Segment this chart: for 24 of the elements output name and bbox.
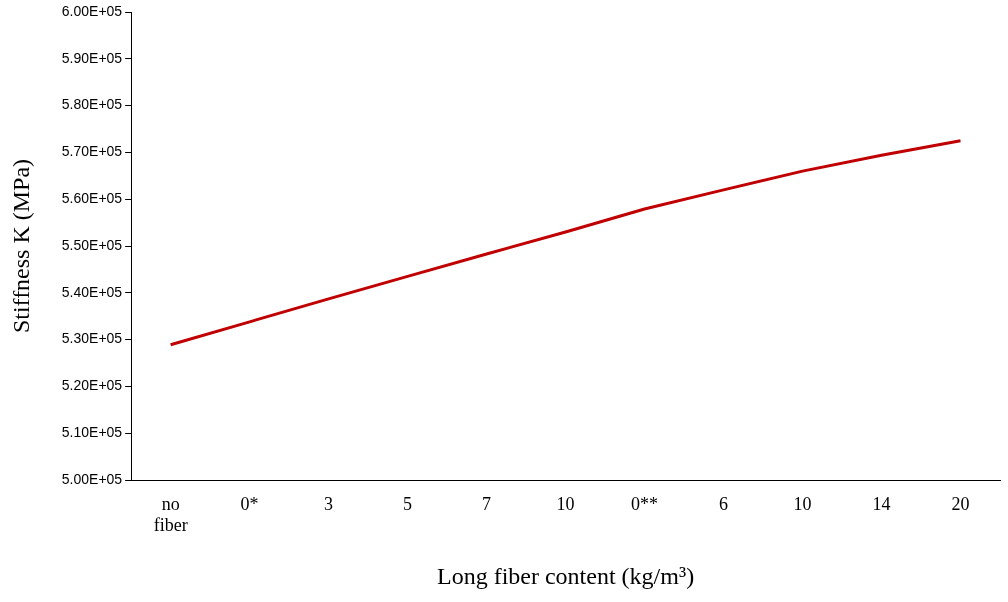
x-tick-label: 3 <box>324 493 334 514</box>
x-tick-label: 20 <box>951 493 970 514</box>
y-tick-label: 6.00E+05 <box>61 2 123 19</box>
y-tick-label: 5.80E+05 <box>61 96 123 113</box>
x-tick-label: 6 <box>719 493 729 514</box>
x-tick-label: 14 <box>872 493 891 514</box>
y-tick-label: 5.70E+05 <box>61 143 123 160</box>
x-axis-title: Long fiber content (kg/m³) <box>437 562 695 589</box>
y-axis-title: Stiffness K (MPa) <box>7 158 34 334</box>
y-tick-label: 5.00E+05 <box>61 470 123 487</box>
y-tick-label: 5.90E+05 <box>61 49 123 66</box>
y-tick-label: 5.10E+05 <box>61 424 123 441</box>
x-tick-label: 0* <box>240 493 259 514</box>
x-tick-label: 10 <box>556 493 575 514</box>
x-tick-label: 5 <box>403 493 413 514</box>
x-tick-label: 7 <box>482 493 492 514</box>
x-tick-label: no fiber <box>153 493 188 536</box>
y-tick-label: 5.20E+05 <box>61 377 123 394</box>
y-tick-label: 5.40E+05 <box>61 283 123 300</box>
y-tick-label: 5.50E+05 <box>61 236 123 253</box>
y-tick-label: 5.60E+05 <box>61 190 123 207</box>
x-tick-label: 10 <box>793 493 812 514</box>
x-tick-label: 0** <box>631 493 659 514</box>
y-tick-label: 5.30E+05 <box>61 330 123 347</box>
